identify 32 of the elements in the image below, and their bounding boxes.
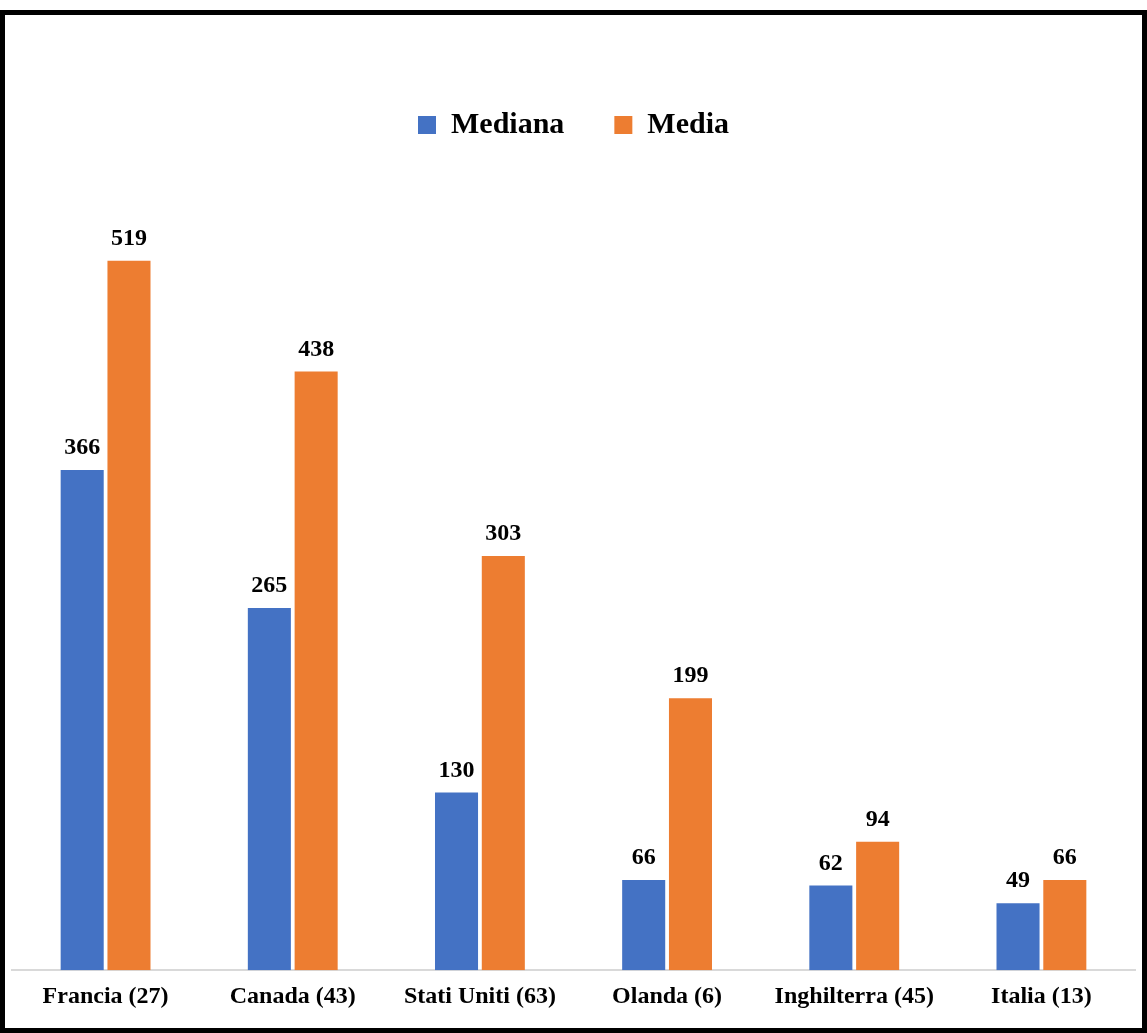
bar xyxy=(809,885,853,971)
data-label: 265 xyxy=(251,571,288,598)
data-label: 303 xyxy=(485,519,522,546)
bar xyxy=(996,903,1040,971)
data-label: 94 xyxy=(865,804,890,831)
data-label: 199 xyxy=(672,661,709,688)
bar xyxy=(481,556,525,971)
data-label: 66 xyxy=(631,843,656,870)
bar xyxy=(668,698,712,971)
bar xyxy=(1043,879,1087,971)
legend-label: Mediana xyxy=(451,105,565,139)
x-tick-label: Inghilterra (45) xyxy=(774,981,934,1008)
data-label: 62 xyxy=(818,848,843,875)
data-label: 49 xyxy=(1006,866,1031,893)
data-label: 130 xyxy=(438,755,475,782)
bar xyxy=(856,841,900,971)
data-label: 438 xyxy=(298,334,335,361)
x-tick-label: Francia (27) xyxy=(42,981,169,1008)
bar xyxy=(60,469,104,971)
bar xyxy=(435,792,479,971)
legend-label: Media xyxy=(647,105,729,139)
x-tick-label: Stati Uniti (63) xyxy=(403,981,556,1008)
data-label: 366 xyxy=(64,433,101,460)
bar xyxy=(247,607,291,971)
bar xyxy=(294,371,338,971)
bar xyxy=(107,260,151,971)
x-tick-label: Canada (43) xyxy=(229,981,356,1008)
bar xyxy=(622,879,666,971)
data-label: 66 xyxy=(1052,843,1077,870)
x-tick-label: Italia (13) xyxy=(991,981,1092,1008)
x-tick-label: Olanda (6) xyxy=(612,981,723,1008)
data-label: 519 xyxy=(110,223,147,250)
